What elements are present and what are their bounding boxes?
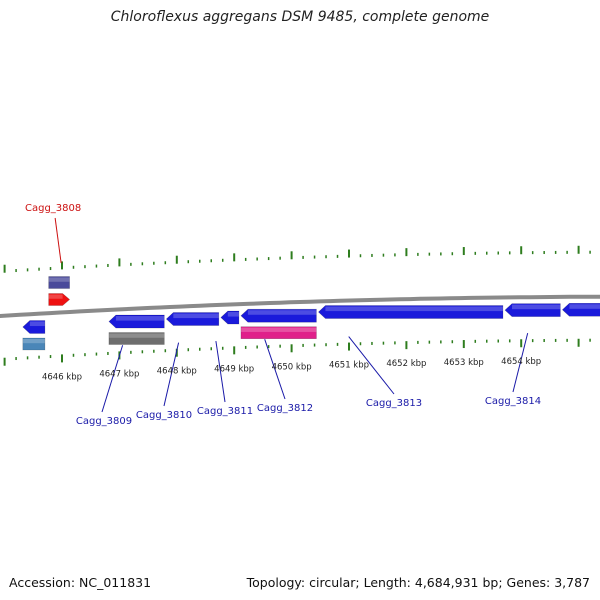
- gene-highlight: [173, 313, 219, 319]
- gene-arrow: [165, 312, 220, 326]
- gene-highlight: [227, 312, 239, 317]
- accession-text: Accession: NC_011831: [9, 575, 152, 590]
- gene-arrow: [240, 326, 317, 340]
- gene-arrow: [108, 332, 165, 345]
- label-leader: [101, 345, 124, 413]
- gene-highlight: [247, 310, 317, 315]
- gene-arrow: [48, 276, 70, 289]
- gene-label: Cagg_3809: [76, 416, 132, 427]
- tick-label: 4653 kbp: [444, 358, 484, 368]
- gene-label: Cagg_3811: [197, 406, 253, 417]
- gene-highlight: [29, 321, 45, 327]
- tick-label: 4654 kbp: [501, 357, 541, 367]
- tick-label: 4649 kbp: [214, 364, 254, 374]
- label-leader: [215, 340, 226, 403]
- gene-arrow: [48, 293, 71, 306]
- gene-highlight: [325, 306, 503, 312]
- gene-highlight: [22, 338, 45, 344]
- label-leader: [264, 339, 286, 400]
- gene-highlight: [48, 294, 63, 299]
- gene-label: Cagg_3813: [366, 398, 422, 409]
- topology-text: Topology: circular; Length: 4,684,931 bp…: [246, 575, 590, 590]
- gene-highlight: [511, 304, 561, 310]
- gene-label-layer: Cagg_3808 Cagg_3809 Cagg_3810 Cagg_3811 Cagg…: [25, 203, 541, 427]
- gene-label: Cagg_3808: [25, 203, 81, 214]
- gene-arrow: [240, 308, 317, 323]
- tick-label: 4650 kbp: [272, 362, 312, 372]
- gene-highlight: [108, 333, 165, 338]
- label-leader: [512, 333, 529, 393]
- genome-backbone: [0, 294, 600, 319]
- gene-arrow: [561, 302, 600, 317]
- gene-highlight: [48, 277, 70, 282]
- gene-arrow: [504, 303, 561, 317]
- gene-arrow: [22, 337, 46, 351]
- tick-label-layer: 4646 kbp 4647 kbp 4648 kbp 4649 kbp 4650 kbp…: [42, 357, 541, 382]
- gene-arrow: [108, 314, 165, 329]
- gene-track: [22, 276, 600, 351]
- gene-label: Cagg_3814: [485, 396, 541, 407]
- label-leader: [163, 342, 180, 407]
- gene-arrow: [317, 305, 504, 319]
- tick-row-bottom: [3, 338, 591, 366]
- gene-label: Cagg_3812: [257, 403, 313, 414]
- gene-arrow: [220, 310, 240, 325]
- gene-highlight: [240, 327, 317, 332]
- gene-arrow: [22, 320, 46, 334]
- tick-label: 4651 kbp: [329, 361, 369, 371]
- label-leader: [348, 336, 395, 395]
- gene-highlight: [569, 304, 600, 309]
- tick-label: 4648 kbp: [157, 367, 197, 377]
- gene-label: Cagg_3810: [136, 410, 192, 421]
- tick-row-top: [3, 245, 591, 273]
- tick-label: 4647 kbp: [99, 369, 139, 379]
- tick-label: 4652 kbp: [386, 359, 426, 369]
- tick-label: 4646 kbp: [42, 372, 82, 382]
- diagram-title: Chloroflexus aggregans DSM 9485, complet…: [110, 9, 490, 25]
- label-leader: [54, 217, 62, 264]
- gene-highlight: [115, 316, 165, 321]
